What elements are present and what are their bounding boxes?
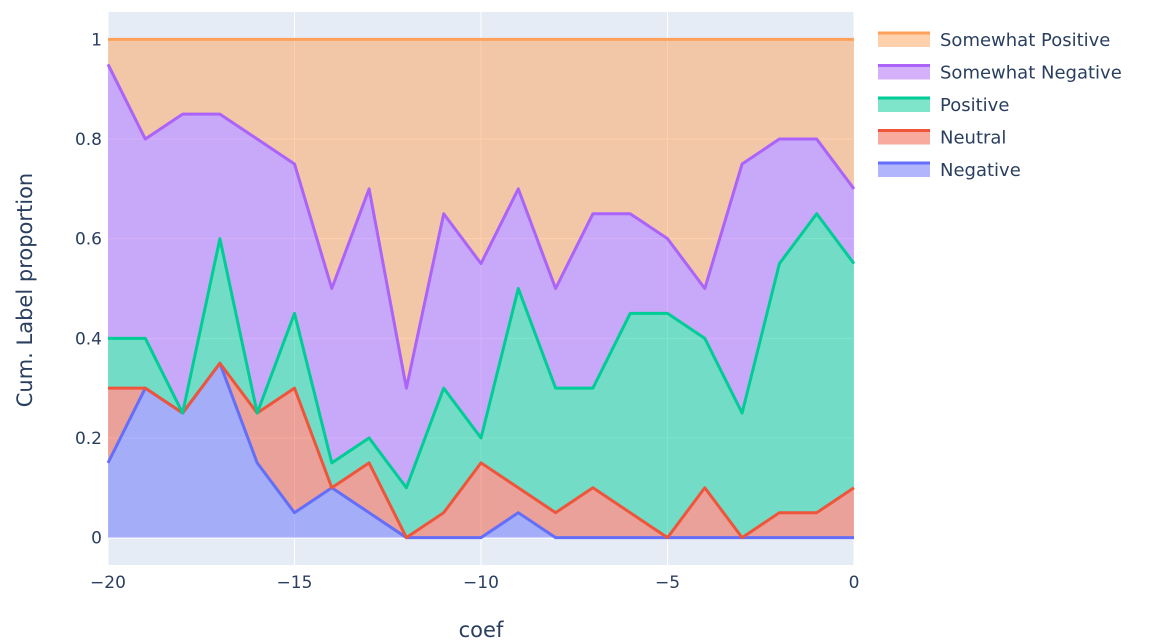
legend-label: Somewhat Positive (940, 30, 1110, 51)
line-neutral (108, 361, 855, 540)
x-tick-label: −5 (655, 573, 680, 593)
y-tick-label: 0.2 (75, 429, 102, 449)
legend-label: Somewhat Negative (940, 63, 1122, 84)
y-tick-label: 0.8 (75, 130, 102, 150)
area-somewhat-negative (108, 64, 854, 488)
line-negative (106, 361, 854, 540)
x-axis-title: coef (459, 618, 504, 642)
legend-item-positive[interactable]: Positive (878, 95, 1009, 116)
legend-swatch (878, 98, 930, 112)
legend-label: Neutral (940, 128, 1006, 149)
line-somewhat-negative (106, 63, 856, 390)
x-tick-label: −15 (277, 573, 313, 593)
legend-swatch (878, 65, 930, 80)
series-lines (106, 37, 856, 540)
area-somewhat-positive (108, 39, 854, 389)
legend-swatch (878, 163, 930, 177)
x-tick-label: −20 (90, 573, 126, 593)
line-positive (108, 212, 856, 490)
area-neutral (108, 363, 854, 538)
y-axis-title: Cum. Label proportion (13, 173, 37, 408)
legend-item-somewhat-negative[interactable]: Somewhat Negative (878, 63, 1122, 84)
legend: Somewhat Positive Somewhat Negative Positi… (878, 30, 1122, 181)
legend-item-somewhat-positive[interactable]: Somewhat Positive (878, 30, 1110, 51)
y-axis-ticks: 0 0.2 0.4 0.6 0.8 1 (75, 30, 102, 548)
y-tick-label: 0.6 (75, 230, 102, 250)
area-negative (108, 363, 854, 538)
legend-item-neutral[interactable]: Neutral (878, 128, 1006, 149)
x-tick-label: 0 (849, 573, 860, 593)
y-tick-label: 0.4 (75, 329, 102, 349)
x-axis-ticks: −20 −15 −10 −5 0 (90, 573, 859, 593)
area-positive (108, 213, 854, 538)
area-fills (108, 39, 854, 538)
x-tick-label: −10 (463, 573, 499, 593)
legend-label: Positive (940, 95, 1009, 116)
y-tick-label: 0 (91, 529, 102, 549)
legend-item-negative[interactable]: Negative (878, 160, 1021, 181)
y-tick-label: 1 (91, 30, 102, 50)
legend-swatch (878, 130, 930, 145)
legend-label: Negative (940, 160, 1021, 181)
legend-swatch (878, 33, 930, 47)
